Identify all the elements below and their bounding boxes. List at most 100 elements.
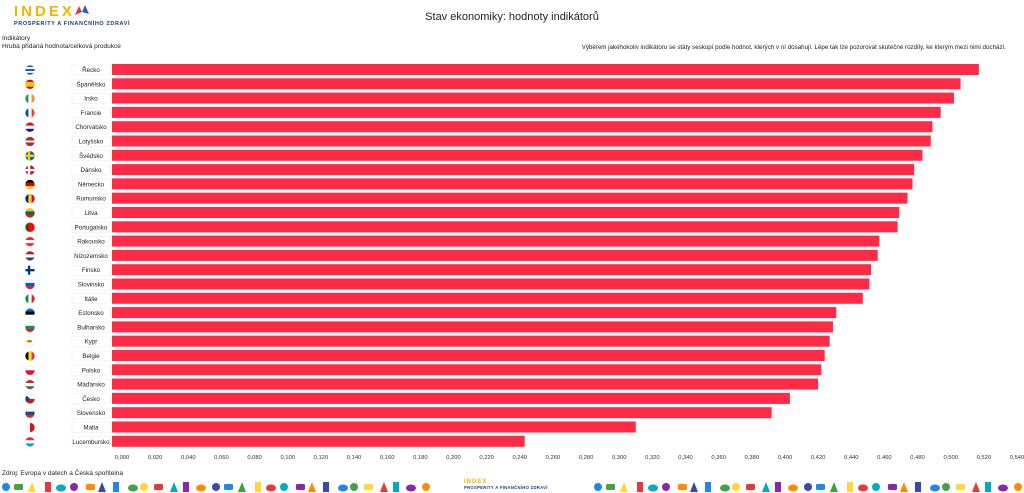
x-tick-label: 0,060: [214, 455, 229, 461]
footer-illustration-right: [594, 482, 1022, 492]
category-label: Slovensko: [77, 410, 106, 417]
bar-14: [112, 264, 872, 276]
footer-decoration-icon: [422, 483, 430, 491]
category-label: Dánsko: [81, 167, 103, 174]
category-label-box: [71, 307, 111, 319]
footer-decoration-icon: [942, 483, 950, 491]
footer-decoration-icon: [266, 484, 276, 492]
malta-flag-icon: [25, 422, 36, 433]
category-label: Chorvatsko: [75, 124, 107, 131]
category-label: Finsko: [82, 267, 101, 274]
bar-25: [112, 421, 636, 433]
category-label: Německo: [78, 181, 105, 188]
footer-decoration-icon: [86, 484, 95, 490]
category-label-box: [71, 79, 111, 90]
footer-decoration-icon: [816, 484, 825, 490]
bar-21: [112, 364, 822, 376]
footer-decoration-icon: [380, 482, 388, 492]
x-tick-label: 0,480: [910, 455, 925, 461]
germany-flag-icon: [25, 179, 36, 190]
category-label-box: [71, 121, 111, 133]
category-label-box: [71, 393, 111, 405]
logo-mark-icon: [75, 5, 89, 15]
category-label-box: [71, 164, 111, 176]
footer-decoration-icon: [154, 484, 163, 490]
bar-16: [112, 292, 863, 304]
category-label: Bulharsko: [77, 324, 105, 331]
netherlands-flag-icon: [25, 250, 36, 261]
x-tick-label: 0,300: [612, 455, 627, 461]
portugal-flag-icon: [25, 222, 36, 233]
category-label: Švédsko: [79, 153, 103, 160]
footer-decoration-icon: [720, 484, 730, 492]
footer-decoration-icon: [732, 483, 740, 491]
footer-decoration-icon: [985, 482, 991, 492]
x-tick-label: 0,400: [778, 455, 793, 461]
cyprus-flag-icon: [25, 336, 36, 347]
bar-12: [112, 235, 880, 247]
x-tick-label: 0,180: [413, 455, 428, 461]
category-label-box: [71, 350, 111, 362]
x-tick-label: 0,520: [977, 455, 992, 461]
index-logo: INDEX PROSPERITY A FINANČNÍHO ZDRAVÍ: [14, 3, 130, 27]
footer-decoration-icon: [170, 482, 178, 492]
denmark-flag-icon: [25, 165, 36, 176]
x-tick-label: 0,240: [513, 455, 528, 461]
footer-decoration-icon: [280, 483, 288, 491]
category-label-box: [71, 279, 111, 290]
footer-logo: INDEX PROSPERITY A FINANČNÍHO ZDRAVÍ: [464, 479, 548, 490]
bar-9: [112, 192, 908, 204]
category-label: Litva: [84, 210, 98, 217]
x-tick-label: 0,120: [314, 455, 329, 461]
category-label-box: [71, 222, 111, 233]
x-tick-label: 0,260: [546, 455, 561, 461]
footer-decoration-icon: [70, 483, 78, 491]
footer-decoration-icon: [606, 484, 615, 490]
bar-13: [112, 249, 878, 261]
footer-decoration-icon: [858, 484, 868, 492]
category-label-box: [71, 64, 111, 76]
footer-logo-text: INDEX: [464, 479, 488, 485]
footer-decoration-icon: [238, 482, 246, 492]
x-tick-label: 0,420: [811, 455, 826, 461]
bar-11: [112, 221, 898, 233]
footer-decoration-icon: [308, 482, 316, 492]
x-tick-label: 0,220: [479, 455, 494, 461]
footer-decoration-icon: [972, 482, 980, 492]
category-label: Polsko: [82, 367, 101, 374]
footer-illustration-left: [2, 482, 430, 492]
footer-decoration-icon: [364, 484, 373, 490]
bar-0: [112, 64, 979, 75]
greece-flag-icon: [25, 64, 36, 75]
slovakia-flag-icon: [25, 408, 36, 419]
footer-decoration-icon: [224, 484, 233, 490]
category-label: Řecko: [82, 66, 100, 74]
finland-flag-icon: [25, 265, 36, 276]
page-title: Stav ekonomiky: hodnoty indikátorů: [425, 11, 599, 23]
category-label-box: [71, 264, 111, 276]
source-note: Zdroj: Evropa v datech a Česká spořiteln…: [2, 470, 124, 477]
category-label: Francie: [81, 110, 102, 117]
france-flag-icon: [25, 107, 36, 118]
x-tick-label: 0,540: [1010, 455, 1024, 461]
category-label: Estonsko: [78, 310, 104, 317]
indicator-meta: Indikátory Hrubá přidaná hodnota/celková…: [2, 35, 121, 51]
footer-decoration-icon: [847, 482, 853, 492]
footer-decoration-icon: [1014, 483, 1022, 491]
x-tick-label: 0,320: [645, 455, 660, 461]
footer-decoration-icon: [762, 482, 770, 492]
footer-decoration-icon: [788, 484, 798, 492]
footer-decoration-icon: [900, 482, 908, 492]
hungary-flag-icon: [25, 379, 36, 390]
footer-decoration-icon: [338, 484, 348, 492]
footer-decoration-icon: [406, 484, 416, 492]
category-label-box: [71, 436, 111, 448]
category-label-box: [71, 207, 111, 219]
category-label: Belgie: [82, 353, 100, 360]
bar-20: [112, 350, 825, 361]
bar-10: [112, 207, 900, 218]
meta-line-2: Hrubá přidaná hodnota/celková produkce: [2, 43, 121, 50]
footer-decoration-icon: [45, 482, 51, 492]
footer-decoration-icon: [804, 483, 812, 491]
category-label: Španělsko: [77, 81, 106, 88]
